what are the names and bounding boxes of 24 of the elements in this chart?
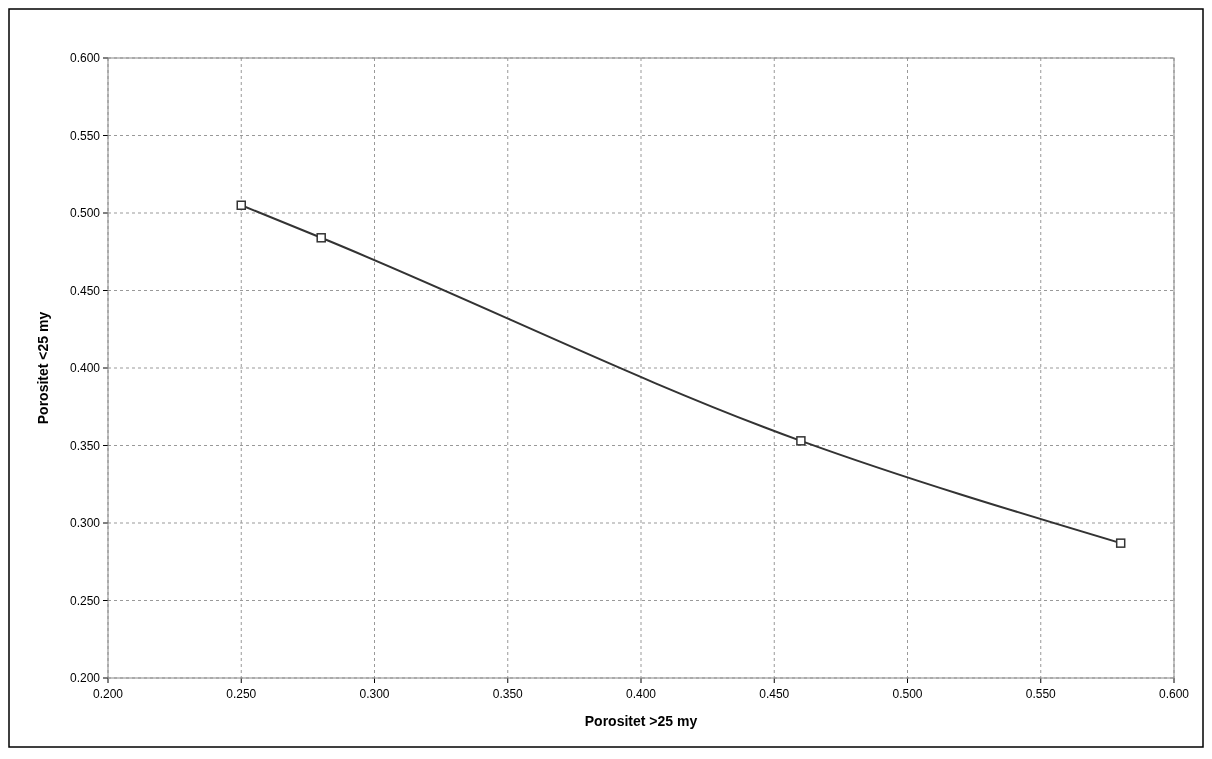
y-tick-label: 0.400 <box>69 361 101 375</box>
x-tick-label: 0.500 <box>892 687 923 701</box>
y-tick-label: 0.450 <box>69 283 101 298</box>
point <box>316 233 326 243</box>
x-tick-label: 0.600 <box>1158 687 1190 701</box>
x-tick-label: 0.300 <box>359 687 390 701</box>
y-tick-label: 0.600 <box>69 51 101 65</box>
x-tick-label: 0.450 <box>759 687 790 701</box>
y-tick-label: 0.350 <box>69 438 101 453</box>
x-axis-title: Porositet >25 my <box>584 713 698 729</box>
y-tick-label: 0.200 <box>69 671 101 685</box>
y-tick-label: 0.500 <box>69 206 101 220</box>
y-tick-label: 0.300 <box>69 516 101 530</box>
point <box>236 200 246 210</box>
x-tick-label: 0.250 <box>226 687 257 701</box>
point <box>796 436 806 446</box>
y-tick-label: 0.250 <box>69 593 101 608</box>
x-tick-label: 0.400 <box>625 687 657 701</box>
x-tick-label: 0.200 <box>92 687 124 701</box>
y-axis-title: Porositet <25 my <box>35 311 51 425</box>
x-tick-label: 0.550 <box>1025 687 1057 701</box>
y-tick-label: 0.550 <box>69 128 101 143</box>
x-tick-label: 0.350 <box>492 687 524 701</box>
point <box>1115 538 1126 548</box>
